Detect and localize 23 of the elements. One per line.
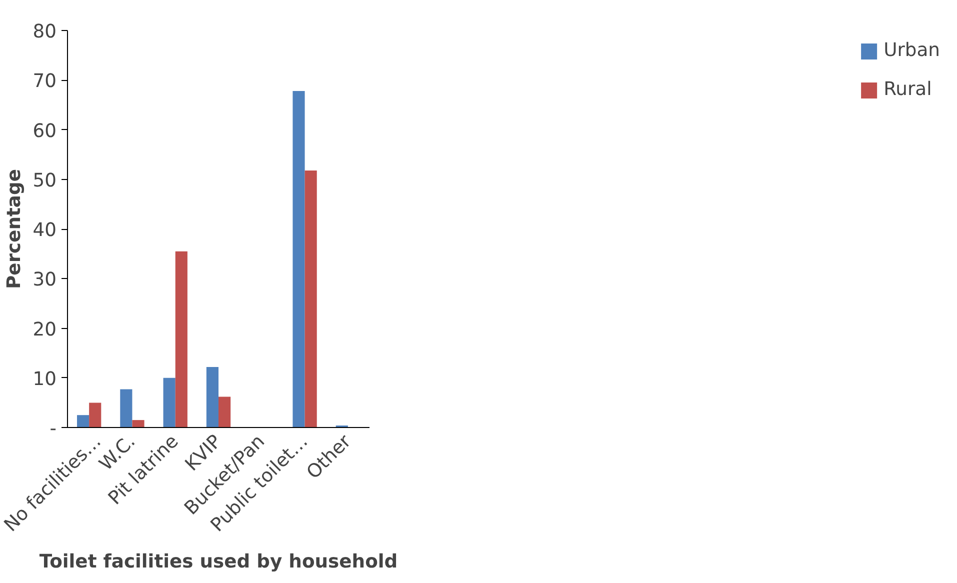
y-tick-label: 20 [32, 319, 57, 340]
bar [304, 170, 317, 428]
y-tick-label: 80 [32, 22, 57, 42]
bar [132, 420, 144, 428]
y-tick-label: 70 [32, 71, 57, 92]
bar [175, 251, 188, 428]
bar [76, 415, 90, 428]
bar [218, 396, 231, 428]
legend-label: Urban [884, 40, 940, 61]
y-tick-label: 10 [32, 368, 57, 390]
bar [206, 366, 218, 428]
bar [163, 378, 176, 428]
y-tick-label: 60 [32, 120, 57, 142]
y-axis-title: Percentage [4, 168, 25, 290]
bar [89, 402, 102, 428]
y-tick-label: - [50, 418, 56, 440]
y-tick-label: 30 [32, 270, 57, 291]
x-axis-title: Toilet facilities used by household [39, 552, 398, 573]
legend-label: Rural [884, 79, 932, 100]
y-tick-label: 50 [32, 170, 57, 192]
bar [292, 91, 305, 428]
y-tick-label: 40 [32, 220, 57, 241]
bar [120, 389, 132, 428]
